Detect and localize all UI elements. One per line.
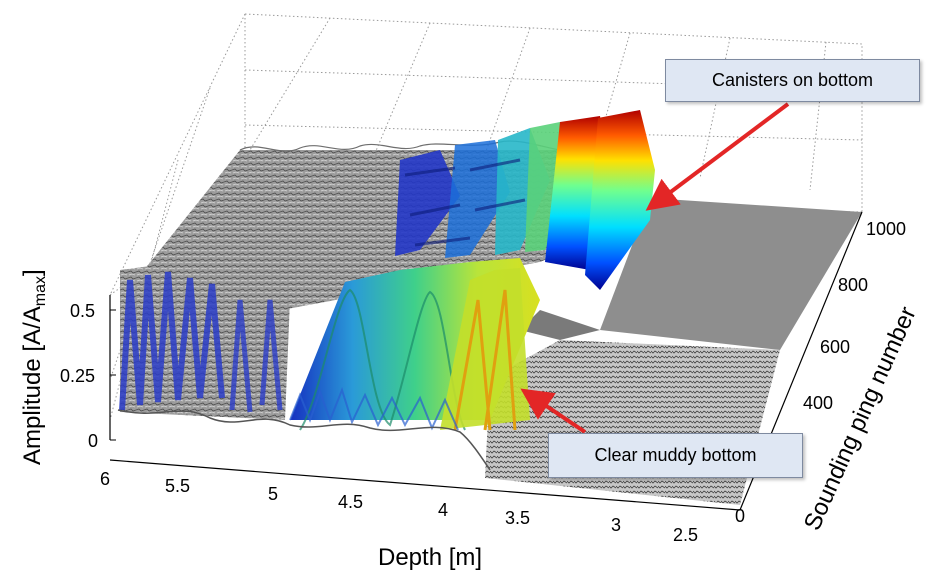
x-axis-label: Depth [m] bbox=[378, 544, 482, 571]
surface-back-bands bbox=[395, 110, 655, 290]
y-tick-label: 800 bbox=[838, 275, 868, 295]
x-tick-label: 3.5 bbox=[505, 508, 530, 528]
x-tick-label: 4 bbox=[438, 500, 448, 520]
z-axis-label: Amplitude [A/Amax] bbox=[19, 269, 49, 465]
x-tick-label: 5.5 bbox=[165, 476, 190, 496]
surface-front-edge bbox=[117, 409, 491, 471]
canisters-arrow bbox=[645, 102, 790, 211]
annotation-canisters: Canisters on bottom bbox=[665, 59, 920, 102]
annotation-muddy-bottom: Clear muddy bottom bbox=[548, 433, 803, 478]
surface-left-blue bbox=[119, 262, 290, 420]
z-tick-label: 0.5 bbox=[70, 301, 95, 321]
z-tick-label: 0.25 bbox=[60, 366, 95, 386]
z-tick-label: 0 bbox=[88, 431, 98, 451]
x-tick-label: 3 bbox=[611, 515, 621, 535]
surface-flat-plane bbox=[600, 198, 862, 350]
x-ticks: 6 5.5 5 4.5 4 3.5 3 2.5 bbox=[100, 469, 698, 545]
surface-mid-ridges bbox=[289, 258, 540, 431]
y-tick-label: 400 bbox=[803, 393, 833, 413]
x-tick-label: 4.5 bbox=[338, 492, 363, 512]
y-tick-label: 1000 bbox=[866, 219, 906, 239]
x-tick-label: 2.5 bbox=[673, 525, 698, 545]
y-tick-label: 600 bbox=[820, 337, 850, 357]
y-ticks: 0 400 600 800 1000 bbox=[735, 219, 906, 526]
x-tick-label: 5 bbox=[268, 484, 278, 504]
muddy-arrow bbox=[520, 388, 587, 434]
z-ticks: 0 0.25 0.5 bbox=[60, 301, 116, 451]
y-axis-label: Sounding ping number bbox=[799, 303, 922, 535]
y-tick-label: 0 bbox=[735, 506, 745, 526]
x-tick-label: 6 bbox=[100, 469, 110, 489]
